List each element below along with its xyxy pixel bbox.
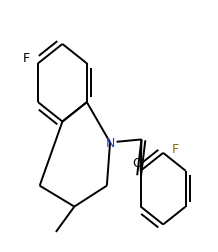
Text: O: O [132, 157, 142, 170]
Text: F: F [23, 52, 30, 65]
Text: F: F [172, 143, 179, 156]
Text: N: N [106, 137, 115, 150]
